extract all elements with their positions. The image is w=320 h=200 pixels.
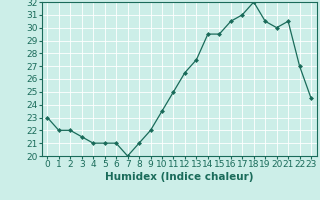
X-axis label: Humidex (Indice chaleur): Humidex (Indice chaleur) — [105, 172, 253, 182]
